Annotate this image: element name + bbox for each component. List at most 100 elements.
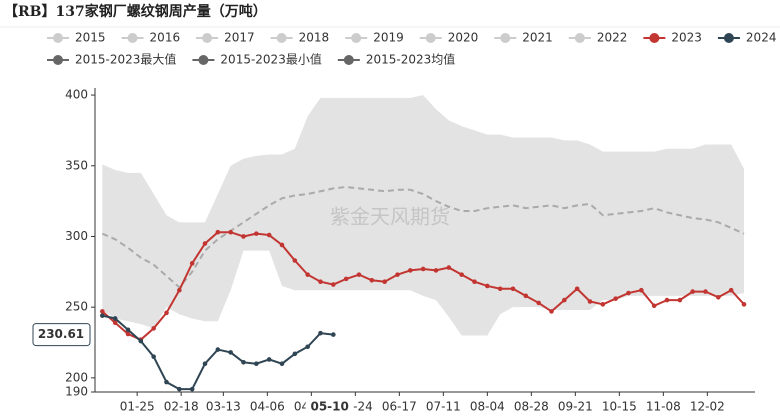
chart-title: 【RB】137家钢厂螺纹钢周产量（万吨）	[4, 3, 267, 20]
x-tick-label: 08-04	[470, 400, 505, 414]
data-point	[446, 265, 452, 270]
data-point	[510, 286, 516, 292]
x-tick-label: 10-15	[602, 400, 637, 414]
data-point	[151, 354, 156, 359]
data-point	[549, 309, 554, 314]
data-point	[305, 344, 310, 350]
data-point	[100, 313, 105, 318]
x-pointer-label: 05-10	[310, 400, 348, 414]
legend-label: 2024	[746, 31, 777, 45]
data-point	[228, 229, 233, 235]
legend-marker	[198, 55, 209, 65]
data-point	[639, 287, 644, 293]
legend-marker	[649, 33, 660, 43]
legend-marker	[500, 33, 511, 43]
data-point	[690, 289, 695, 294]
data-point	[536, 300, 541, 306]
x-pointer-box	[305, 397, 354, 417]
data-point	[562, 297, 567, 303]
legend-item[interactable]: 2023	[643, 31, 702, 45]
data-point	[215, 229, 221, 235]
data-point	[151, 326, 156, 331]
x-tick-label: 04-06	[250, 400, 285, 414]
data-point	[728, 287, 734, 293]
data-point	[125, 331, 131, 337]
legend-item[interactable]: 2015-2023最小值	[192, 52, 322, 67]
data-point	[138, 338, 144, 344]
data-point	[292, 258, 298, 263]
data-point	[125, 327, 131, 333]
data-point	[420, 266, 426, 272]
legend-marker	[127, 33, 138, 43]
legend-item[interactable]: 2020	[419, 31, 479, 45]
data-point	[189, 261, 195, 266]
x-tick-label: 03-13	[206, 400, 241, 414]
legend-item[interactable]: 2018	[270, 31, 330, 45]
data-point	[189, 386, 195, 392]
data-point	[266, 357, 272, 362]
data-point	[241, 234, 246, 239]
data-point	[703, 289, 708, 294]
legend-item[interactable]: 2015-2023最大值	[47, 52, 176, 67]
data-point	[497, 286, 503, 292]
data-point	[228, 350, 233, 355]
data-point	[459, 272, 464, 277]
x-tick-label: 02-18	[164, 400, 199, 414]
y-tick-label: 250	[65, 300, 88, 314]
legend-label: 2018	[299, 31, 330, 45]
legend-label: 2017	[224, 31, 255, 45]
legend-marker	[53, 33, 63, 43]
legend-item[interactable]: 2017	[196, 31, 255, 45]
x-tick-label: 06-17	[382, 400, 417, 414]
data-point	[626, 290, 631, 296]
data-point	[202, 361, 208, 367]
data-point	[164, 379, 169, 385]
y-tick-label: 190	[65, 385, 88, 399]
data-point	[677, 297, 683, 303]
legend-marker	[351, 33, 362, 43]
legend-marker	[53, 55, 63, 65]
data-point	[112, 316, 118, 321]
data-point	[741, 302, 747, 307]
legend-item[interactable]: 2015-2023均值	[337, 52, 455, 67]
legend-marker	[425, 33, 436, 43]
legend-label: 2021	[522, 31, 553, 45]
legend-label: 2022	[597, 31, 628, 45]
legend-label: 2015-2023最大值	[75, 52, 176, 67]
data-point	[664, 297, 670, 303]
legend-item[interactable]: 2021	[494, 31, 553, 45]
legend-marker	[574, 33, 585, 43]
legend-label: 2016	[150, 31, 181, 45]
legend-item[interactable]: 2016	[121, 31, 181, 45]
data-point	[716, 294, 721, 300]
data-point	[177, 287, 182, 293]
x-tick-label: 09-21	[558, 400, 593, 414]
legend-label: 2019	[373, 31, 404, 45]
data-point	[356, 272, 362, 277]
data-point	[215, 347, 221, 352]
data-point	[266, 232, 272, 238]
data-point	[600, 302, 606, 307]
x-tick-label: 11-08	[646, 400, 681, 414]
x-tick-label: 07-11	[426, 400, 461, 414]
data-point	[254, 361, 259, 367]
data-point	[202, 241, 208, 246]
data-point	[241, 360, 246, 365]
data-point	[472, 279, 477, 285]
legend-item[interactable]: 2024	[717, 31, 777, 45]
data-point	[112, 320, 118, 326]
data-point	[369, 277, 375, 283]
legend-item[interactable]: 2022	[568, 31, 628, 45]
data-point	[343, 276, 349, 282]
legend-item[interactable]: 2015	[47, 31, 106, 45]
data-point	[292, 351, 298, 357]
legend-item[interactable]: 2019	[345, 31, 404, 45]
legend-marker	[723, 33, 734, 43]
legend-label: 2015	[75, 31, 106, 45]
data-point	[164, 310, 169, 316]
y-tick-label: 400	[65, 88, 88, 102]
data-point	[408, 268, 413, 273]
data-point	[305, 272, 310, 277]
data-point	[331, 282, 336, 287]
